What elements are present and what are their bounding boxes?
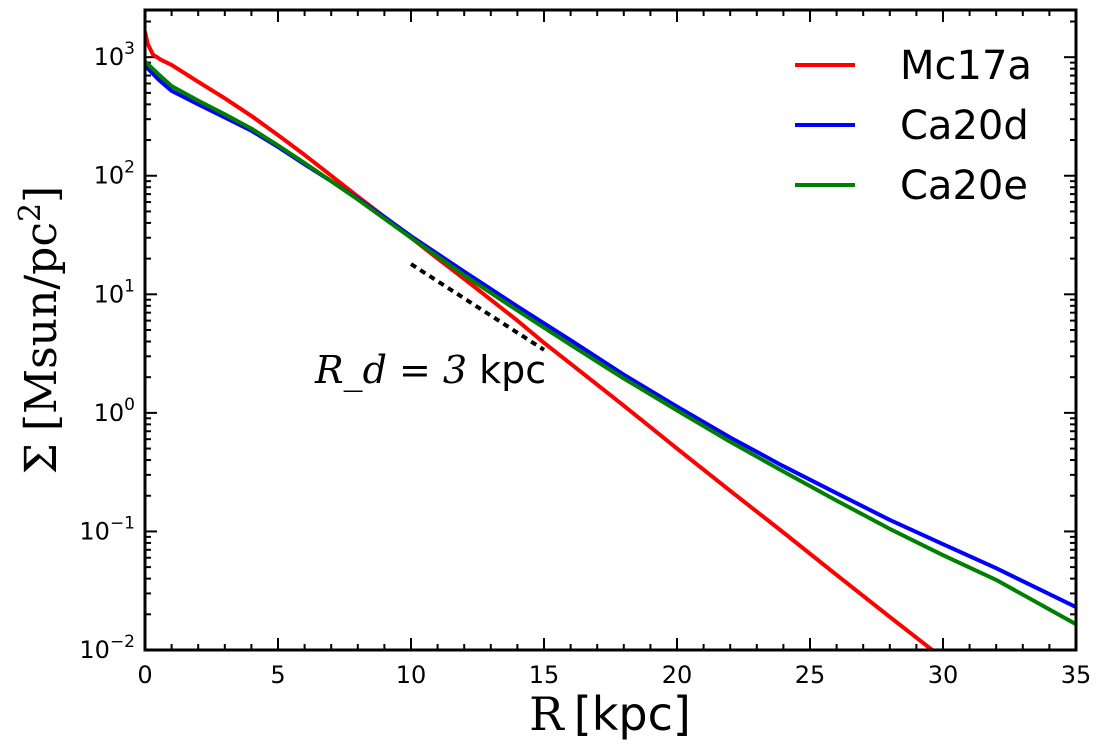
series-lines bbox=[145, 30, 1076, 650]
x-tick-label: 20 bbox=[662, 661, 693, 689]
x-tick-label: 10 bbox=[396, 661, 427, 689]
x-tick-label: 0 bbox=[137, 661, 152, 689]
legend: Mc17a Ca20d Ca20e bbox=[795, 43, 1032, 209]
y-tick-label: 102 bbox=[94, 158, 135, 190]
x-tick-labels: 0 5 10 15 20 25 30 35 bbox=[137, 661, 1091, 689]
x-tick-label: 25 bbox=[795, 661, 826, 689]
y-tick-label: 100 bbox=[94, 395, 135, 427]
x-tick-label: 15 bbox=[529, 661, 560, 689]
y-tick-label: 10−1 bbox=[79, 513, 135, 545]
x-tick-label: 30 bbox=[928, 661, 959, 689]
reference-line bbox=[409, 262, 546, 352]
x-tick-label: 5 bbox=[270, 661, 285, 689]
y-tick-label: 101 bbox=[94, 276, 135, 308]
y-tick-label: 10−2 bbox=[79, 632, 135, 664]
x-axis-title: R [kpc] bbox=[529, 687, 691, 741]
plot-frame bbox=[143, 8, 1078, 652]
x-tick-label: 35 bbox=[1061, 661, 1092, 689]
y-tick-labels: 103 102 101 100 10−1 10−2 bbox=[79, 39, 135, 664]
reference-line-label: R_d = 3 kpc bbox=[314, 348, 546, 393]
legend-label: Ca20e bbox=[900, 163, 1028, 209]
legend-label: Ca20d bbox=[900, 103, 1029, 149]
series-line-mc17a bbox=[145, 30, 936, 650]
y-tick-label: 103 bbox=[94, 39, 135, 71]
series-line-ca20d bbox=[145, 64, 1076, 609]
y-axis-title: Σ[Msun/pc2] bbox=[13, 186, 67, 474]
legend-label: Mc17a bbox=[900, 43, 1032, 89]
series-line-ca20e bbox=[145, 60, 1076, 626]
